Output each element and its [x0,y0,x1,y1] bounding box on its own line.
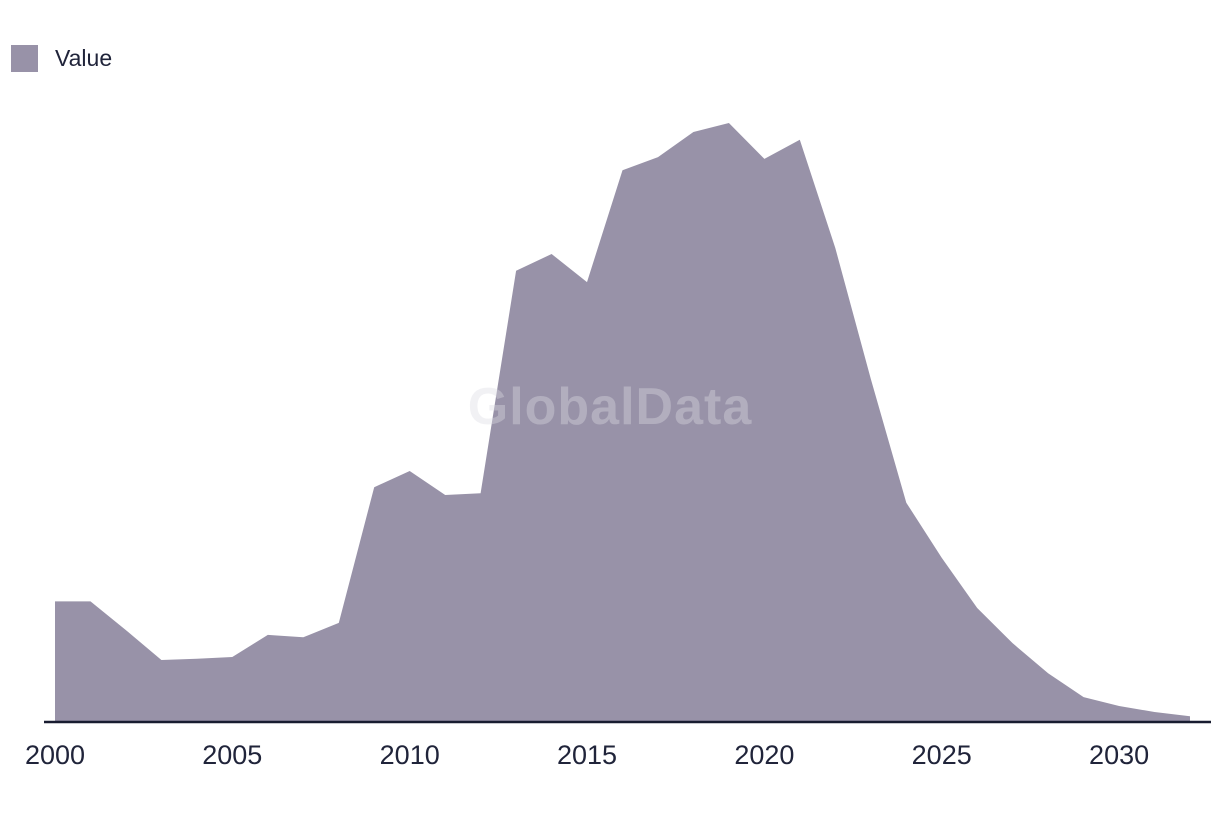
legend-item-value[interactable]: Value [11,45,112,72]
legend-swatch [11,45,38,72]
x-axis-tick-label-2015: 2015 [557,740,617,770]
x-axis-tick-label-2025: 2025 [912,740,972,770]
x-axis-tick-label-2010: 2010 [380,740,440,770]
x-axis-tick-label-2020: 2020 [734,740,794,770]
legend: Value [11,45,112,72]
legend-label: Value [55,45,113,71]
x-axis-tick-label-2005: 2005 [202,740,262,770]
area-series-value[interactable] [55,123,1190,721]
x-axis-tick-label-2000: 2000 [25,740,85,770]
x-axis-tick-label-2030: 2030 [1089,740,1149,770]
x-axis-tick-labels: 2000 2005 2010 2015 2020 2025 2030 [25,740,1149,770]
